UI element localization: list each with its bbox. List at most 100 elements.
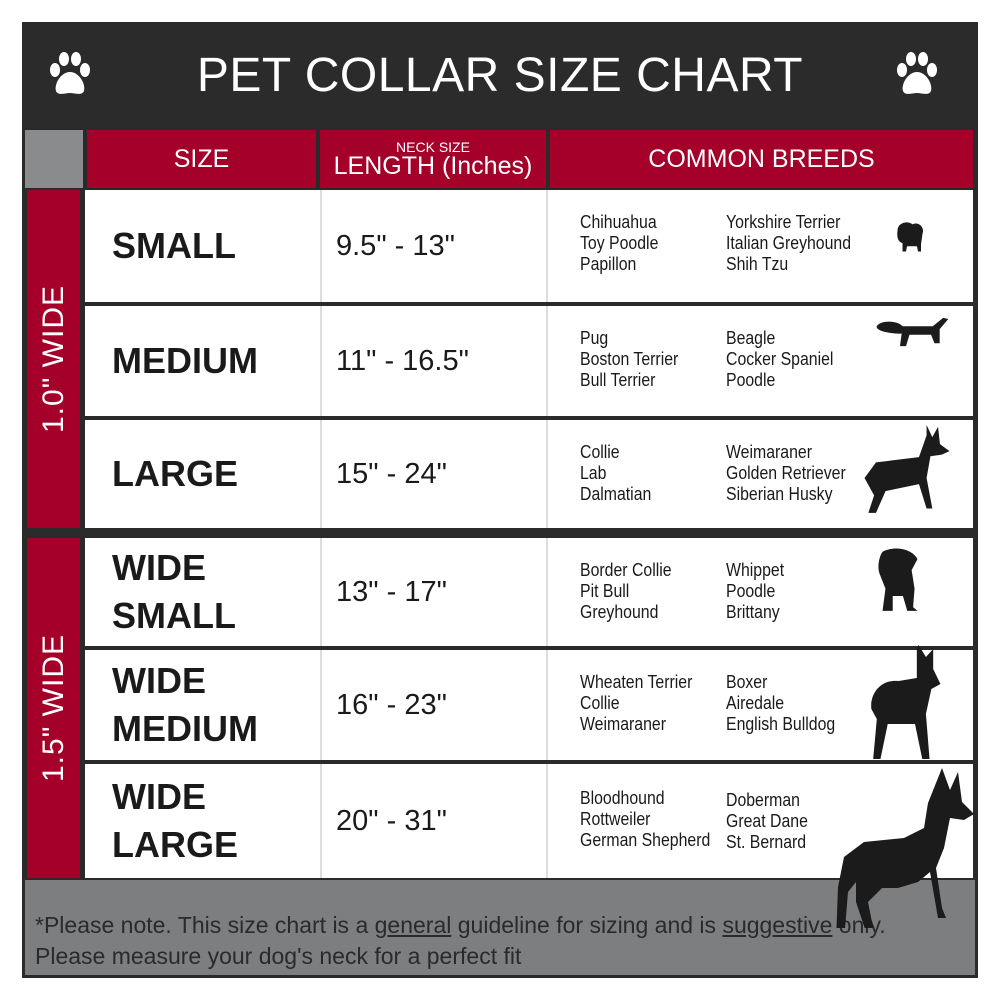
length-cell: 20" - 31" — [320, 764, 548, 878]
breeds-cell: Wheaten Terrier Collie Weimaraner Boxer Air… — [550, 650, 973, 760]
breed-name: Weimaraner — [726, 442, 812, 462]
breeds-cell: Pug Boston Terrier Bull Terrier Beagle Cock… — [550, 306, 973, 416]
length-value: 11" - 16.5" — [336, 344, 469, 377]
group-label-text: 1.5" WIDE — [36, 633, 70, 783]
breed-name: Golden Retriever — [726, 463, 846, 483]
dog-silhouette-icon — [864, 425, 950, 513]
breed-name: Siberian Husky — [726, 484, 833, 504]
footer-text: guideline for sizing and is — [451, 912, 723, 938]
breed-list-a: Chihuahua Toy Poodle Papillon — [580, 212, 658, 275]
size-cell: LARGE — [85, 420, 315, 528]
breed-name: Italian Greyhound — [726, 233, 852, 253]
size-cell: WIDE SMALL — [85, 538, 315, 646]
group-label-text: 1.0" WIDE — [36, 284, 70, 434]
dog-silhouette-icon — [878, 548, 918, 611]
paw-icon — [50, 52, 90, 94]
size-label: LARGE — [112, 453, 238, 494]
length-value: 9.5" - 13" — [336, 229, 455, 262]
breed-name: English Bulldog — [726, 714, 836, 734]
breed-name: St. Bernard — [726, 832, 807, 852]
dog-silhouette-icon — [876, 317, 949, 347]
breeds-cell: Chihuahua Toy Poodle Papillon Yorkshire Te… — [550, 190, 973, 302]
breed-name: Greyhound — [580, 602, 659, 622]
breeds-cell: Collie Lab Dalmatian Weimaraner Golden Retr… — [550, 420, 973, 528]
breed-list-b: Whippet Poodle Brittany — [726, 560, 784, 623]
breed-name: Toy Poodle — [580, 233, 659, 253]
breed-name: Beagle — [726, 328, 776, 348]
breed-name: Shih Tzu — [726, 254, 789, 274]
breed-name: Boxer — [726, 672, 768, 692]
header-breeds: COMMON BREEDS — [550, 130, 973, 188]
breed-name: Papillon — [580, 254, 637, 274]
breed-name: Bloodhound — [580, 788, 665, 808]
breeds-cell: Border Collie Pit Bull Greyhound Whippet Po… — [550, 538, 973, 646]
length-cell: 16" - 23" — [320, 650, 548, 760]
breed-name: Wheaten Terrier — [580, 672, 693, 692]
breed-list-b: Yorkshire Terrier Italian Greyhound Shih T… — [726, 212, 851, 275]
table-row: SMALL 9.5" - 13" Chihuahua Toy Poodle Papi… — [85, 190, 973, 302]
breed-name: Airedale — [726, 693, 785, 713]
length-value: 13" - 17" — [336, 575, 447, 608]
paw-icon — [897, 52, 937, 94]
footer-text: *Please note. This size chart is a — [35, 912, 375, 938]
table-row: WIDE SMALL 13" - 17" Border Collie Pit Bul… — [85, 538, 973, 646]
header-length: NECK SIZE LENGTH (Inches) — [320, 130, 546, 188]
breed-name: Border Collie — [580, 560, 672, 580]
header-corner — [25, 130, 83, 188]
breed-name: Yorkshire Terrier — [726, 212, 841, 232]
length-cell: 9.5" - 13" — [320, 190, 548, 302]
breed-name: Dalmatian — [580, 484, 652, 504]
breed-list-a: Bloodhound Rottweiler German Shepherd — [580, 788, 710, 851]
size-label: WIDE SMALL — [112, 547, 236, 636]
breed-name: Chihuahua — [580, 212, 657, 232]
header-size: SIZE — [87, 130, 316, 188]
table-row: WIDE MEDIUM 16" - 23" Wheaten Terrier Coll… — [85, 650, 973, 760]
dog-silhouette-icon — [871, 645, 941, 759]
breed-name: Bull Terrier — [580, 370, 656, 390]
breed-list-a: Pug Boston Terrier Bull Terrier — [580, 328, 678, 391]
breed-name: Cocker Spaniel — [726, 349, 834, 369]
size-cell: WIDE MEDIUM — [85, 650, 315, 760]
dog-silhouette-icon — [836, 768, 974, 928]
size-label: MEDIUM — [112, 340, 258, 381]
header-length-label: LENGTH (Inches) — [333, 151, 533, 180]
length-value: 20" - 31" — [336, 804, 447, 837]
header-neck-size-label: NECK SIZE — [396, 138, 470, 155]
breed-name: Great Dane — [726, 811, 808, 831]
breed-name: Whippet — [726, 560, 785, 580]
breed-name: Pug — [580, 328, 609, 348]
footer-text-line2: Please measure your dog's neck for a per… — [35, 943, 522, 969]
breed-list-b: Weimaraner Golden Retriever Siberian Husky — [726, 442, 846, 505]
size-label: SMALL — [112, 225, 236, 266]
footer-note: *Please note. This size chart is a gener… — [25, 880, 975, 975]
header-size-label: SIZE — [173, 144, 230, 173]
breed-name: Rottweiler — [580, 809, 651, 829]
size-label: WIDE MEDIUM — [112, 660, 258, 749]
breed-name: Boston Terrier — [580, 349, 679, 369]
breed-name: Doberman — [726, 790, 800, 810]
table-row: MEDIUM 11" - 16.5" Pug Boston Terrier Bull… — [85, 306, 973, 416]
breed-name: Poodle — [726, 370, 776, 390]
breeds-cell: Bloodhound Rottweiler German Shepherd Dobe… — [550, 764, 973, 878]
table-row: WIDE LARGE 20" - 31" Bloodhound Rottweiler… — [85, 764, 973, 878]
footer-underline-general: general — [374, 912, 452, 938]
breed-list-a: Collie Lab Dalmatian — [580, 442, 651, 505]
size-cell: SMALL — [85, 190, 315, 302]
breed-list-b: Boxer Airedale English Bulldog — [726, 672, 835, 735]
table-row: LARGE 15" - 24" Collie Lab Dalmatian Weima… — [85, 420, 973, 528]
page-title: PET COLLAR SIZE CHART — [196, 48, 804, 102]
breed-name: Poodle — [726, 581, 776, 601]
group-label-1-5-wide: 1.5" WIDE — [27, 538, 80, 878]
length-value: 16" - 23" — [336, 688, 447, 721]
footer-underline-suggestive: suggestive — [722, 912, 833, 938]
size-label: WIDE LARGE — [112, 776, 238, 865]
breed-name: Brittany — [726, 602, 780, 622]
breed-name: Collie — [580, 442, 620, 462]
group-label-1-0-wide: 1.0" WIDE — [27, 190, 80, 528]
size-cell: MEDIUM — [85, 306, 315, 416]
breed-name: German Shepherd — [580, 830, 711, 850]
breed-name: Weimaraner — [580, 714, 666, 734]
title-bar: PET COLLAR SIZE CHART — [22, 22, 978, 128]
breed-list-b: Beagle Cocker Spaniel Poodle — [726, 328, 833, 391]
breed-name: Pit Bull — [580, 581, 630, 601]
